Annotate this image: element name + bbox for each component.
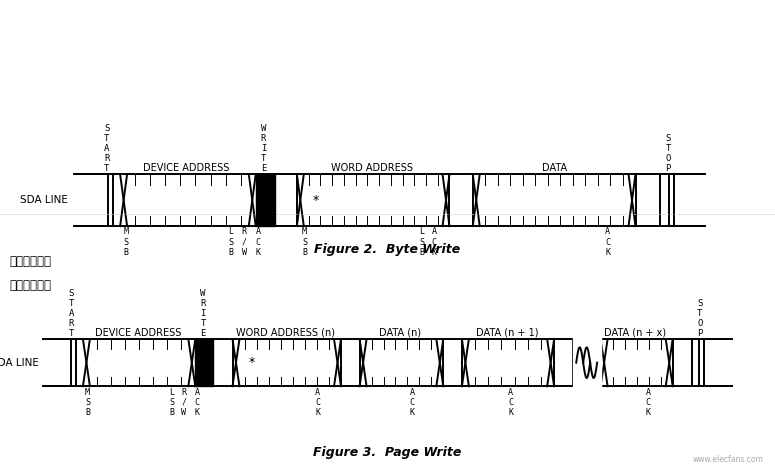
Text: A
C
K: A C K [508,388,513,417]
Text: M
S
B: M S B [85,388,90,417]
Text: A
C
K: A C K [605,227,610,257]
Text: DATA (n): DATA (n) [379,328,421,338]
Text: L
S
B: L S B [229,227,233,257]
Text: L
S
B: L S B [419,227,424,257]
Text: S
T
O
P: S T O P [698,299,702,338]
Text: S
T
A
R
T: S T A R T [69,289,74,338]
Text: M
S
B: M S B [302,227,307,257]
Text: *: * [249,356,255,369]
Text: R
/
W: R / W [242,227,246,257]
Text: W
R
I
T
E: W R I T E [261,124,266,173]
Text: DEVICE ADDRESS: DEVICE ADDRESS [95,328,181,338]
Text: DATA (n + 1): DATA (n + 1) [476,328,538,338]
Text: A
C
K: A C K [410,388,415,417]
Text: DATA: DATA [542,163,567,173]
Text: R
/
W: R / W [181,388,186,417]
Bar [256,174,275,226]
Text: M
S
B: M S B [124,227,129,257]
Text: A
C
K: A C K [256,227,260,257]
Text: A
C
K: A C K [195,388,199,417]
Bar [195,339,213,386]
Text: Figure 3.  Page Write: Figure 3. Page Write [313,446,462,459]
Text: 写一个寄存器: 写一个寄存器 [9,279,51,292]
Text: WORD ADDRESS: WORD ADDRESS [331,163,413,173]
Text: WORD ADDRESS (n): WORD ADDRESS (n) [236,328,335,338]
Text: Figure 2.  Byte Write: Figure 2. Byte Write [315,243,460,256]
Text: *: * [313,194,319,207]
Text: W
R
I
T
E: W R I T E [201,289,205,338]
Text: DATA (n + x): DATA (n + x) [604,328,666,338]
Text: A
C
K: A C K [646,388,650,417]
Text: www.elecfans.com: www.elecfans.com [693,455,763,464]
Text: 写多个寄存器: 写多个寄存器 [9,254,51,268]
Text: SDA LINE: SDA LINE [0,357,39,368]
Text: SDA LINE: SDA LINE [20,195,68,205]
Text: A
C
K: A C K [315,388,320,417]
Text: L
S
B: L S B [170,388,174,417]
Text: S
T
A
R
T: S T A R T [105,124,109,173]
Text: A
C
K: A C K [432,227,436,257]
Bar [573,334,601,391]
Text: S
T
O
P: S T O P [666,134,670,173]
Text: DEVICE ADDRESS: DEVICE ADDRESS [143,163,229,173]
